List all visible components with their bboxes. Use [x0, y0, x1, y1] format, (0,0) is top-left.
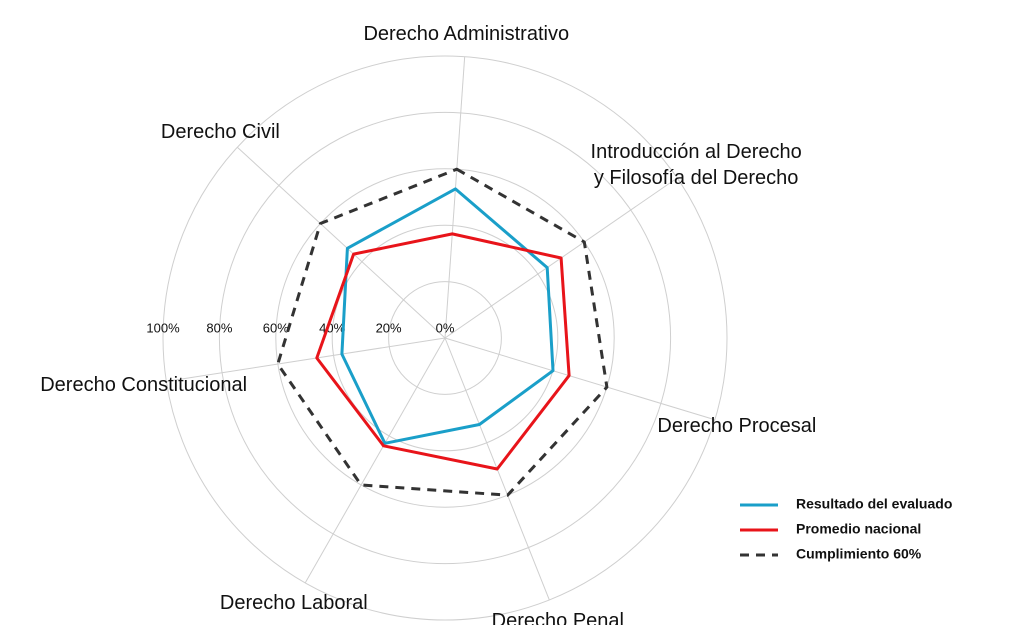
r-tick-label: 20%	[376, 320, 402, 335]
r-tick-label: 0%	[436, 320, 455, 335]
category-label: Introducción al Derecho y Filosofía del …	[590, 140, 802, 189]
grid-circle	[275, 168, 615, 508]
series-line	[315, 232, 571, 471]
series-line	[276, 167, 609, 497]
spoke	[304, 337, 446, 584]
category-label: Derecho Administrativo	[363, 22, 570, 45]
category-label: Derecho Laboral	[219, 591, 368, 614]
category-label: Derecho Constitucional	[40, 373, 248, 396]
spoke	[444, 56, 466, 339]
grid-circle	[162, 55, 728, 621]
legend-label: Resultado del evaluado	[796, 496, 952, 512]
spoke	[444, 337, 716, 421]
legend-label: Cumplimiento 60%	[796, 546, 922, 562]
r-tick-label: 80%	[206, 320, 232, 335]
category-label: Derecho Penal	[491, 610, 624, 625]
spoke	[236, 146, 446, 339]
grid-circle	[331, 224, 559, 452]
grid-circle	[388, 281, 502, 395]
r-tick-label: 60%	[263, 320, 289, 335]
category-label: Derecho Civil	[160, 120, 280, 143]
legend-label: Promedio nacional	[796, 521, 921, 537]
category-label: Derecho Procesal	[657, 415, 817, 438]
grid-circle	[218, 111, 672, 565]
series-line	[340, 187, 555, 445]
spoke	[166, 337, 446, 382]
r-tick-label: 100%	[146, 320, 180, 335]
